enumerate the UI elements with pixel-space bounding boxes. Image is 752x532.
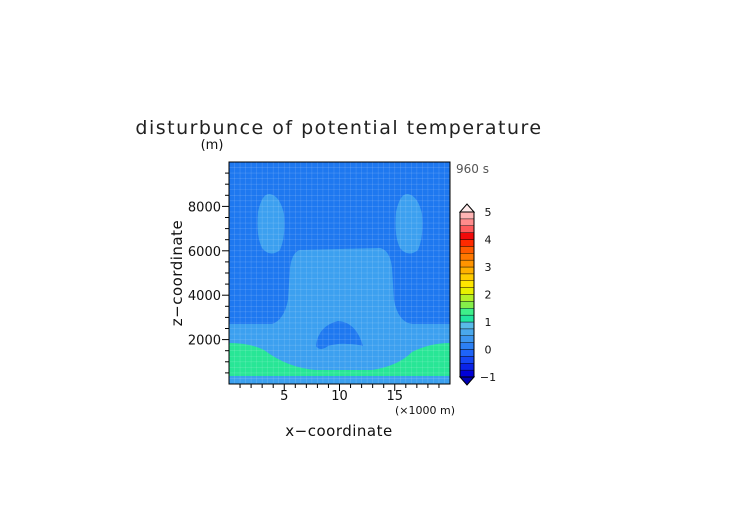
colorbar-tick-label: −1 (480, 371, 496, 384)
y-axis-unit: (m) (201, 138, 224, 153)
x-axis-ticks: 5 10 15 (239, 384, 440, 404)
colorbar-swatch (459, 218, 475, 226)
colorbar-swatch (459, 335, 475, 343)
region-lower-layer (229, 248, 450, 384)
colorbar-swatch (459, 342, 475, 350)
plot-area (228, 161, 451, 385)
colorbar-swatch (459, 246, 475, 254)
colorbar-swatch (459, 363, 475, 371)
colorbar-tick-label: 3 (485, 261, 492, 274)
colorbar-swatch (459, 369, 475, 378)
grid-lines (229, 162, 450, 384)
colorbar-max-arrow (458, 203, 476, 213)
colorbar-swatch (459, 314, 475, 323)
colorbar: −1 0 1 2 3 4 5 (458, 203, 496, 386)
colorbar-swatch (459, 287, 475, 295)
x-tick-label: 15 (386, 389, 403, 404)
time-label: 960 s (456, 162, 489, 176)
colorbar-frame (459, 211, 475, 378)
y-axis-ticks: 2000 4000 6000 8000 (188, 172, 229, 374)
colorbar-swatch (459, 349, 475, 357)
colorbar-swatch (459, 328, 475, 336)
colorbar-swatch (459, 253, 475, 261)
x-axis-unit: (×1000 m) (395, 404, 455, 417)
y-axis-label: z−coordinate (168, 220, 186, 326)
colorbar-swatch (459, 301, 475, 309)
chart-title: disturbunce of potential temperature (135, 117, 542, 139)
colorbar-swatch (459, 308, 475, 316)
colorbar-tick-label: 2 (485, 289, 492, 302)
y-tick-label: 6000 (188, 245, 221, 260)
x-tick-label: 10 (331, 389, 348, 404)
region-near-surface (229, 343, 450, 384)
y-tick-label: 8000 (188, 200, 221, 215)
colorbar-tick-label: 1 (485, 316, 492, 329)
region-upper-cell-left (257, 193, 285, 254)
colorbar-tick-label: 4 (485, 234, 492, 247)
colorbar-swatch (459, 225, 475, 233)
colorbar-tick-label: 5 (485, 206, 492, 219)
region-surface-strip (229, 376, 450, 384)
colorbar-min-arrow (458, 376, 476, 386)
x-tick-label: 5 (280, 389, 288, 404)
x-axis-label: x−coordinate (285, 422, 392, 440)
colorbar-tick-label: 0 (485, 344, 492, 357)
colorbar-swatch (459, 280, 475, 288)
colorbar-swatch (459, 356, 475, 364)
colorbar-swatch (459, 321, 475, 330)
region-bottom-cell (316, 321, 363, 349)
colorbar-swatch (459, 239, 475, 247)
colorbar-swatch (459, 211, 475, 220)
colorbar-swatch (459, 232, 475, 240)
colorbar-swatch (459, 273, 475, 281)
y-tick-label: 4000 (188, 289, 221, 304)
region-upper-cell-right (395, 193, 423, 254)
colorbar-swatch (459, 294, 475, 302)
y-tick-label: 2000 (188, 334, 221, 349)
colorbar-swatch (459, 259, 475, 268)
colorbar-swatch (459, 266, 475, 275)
